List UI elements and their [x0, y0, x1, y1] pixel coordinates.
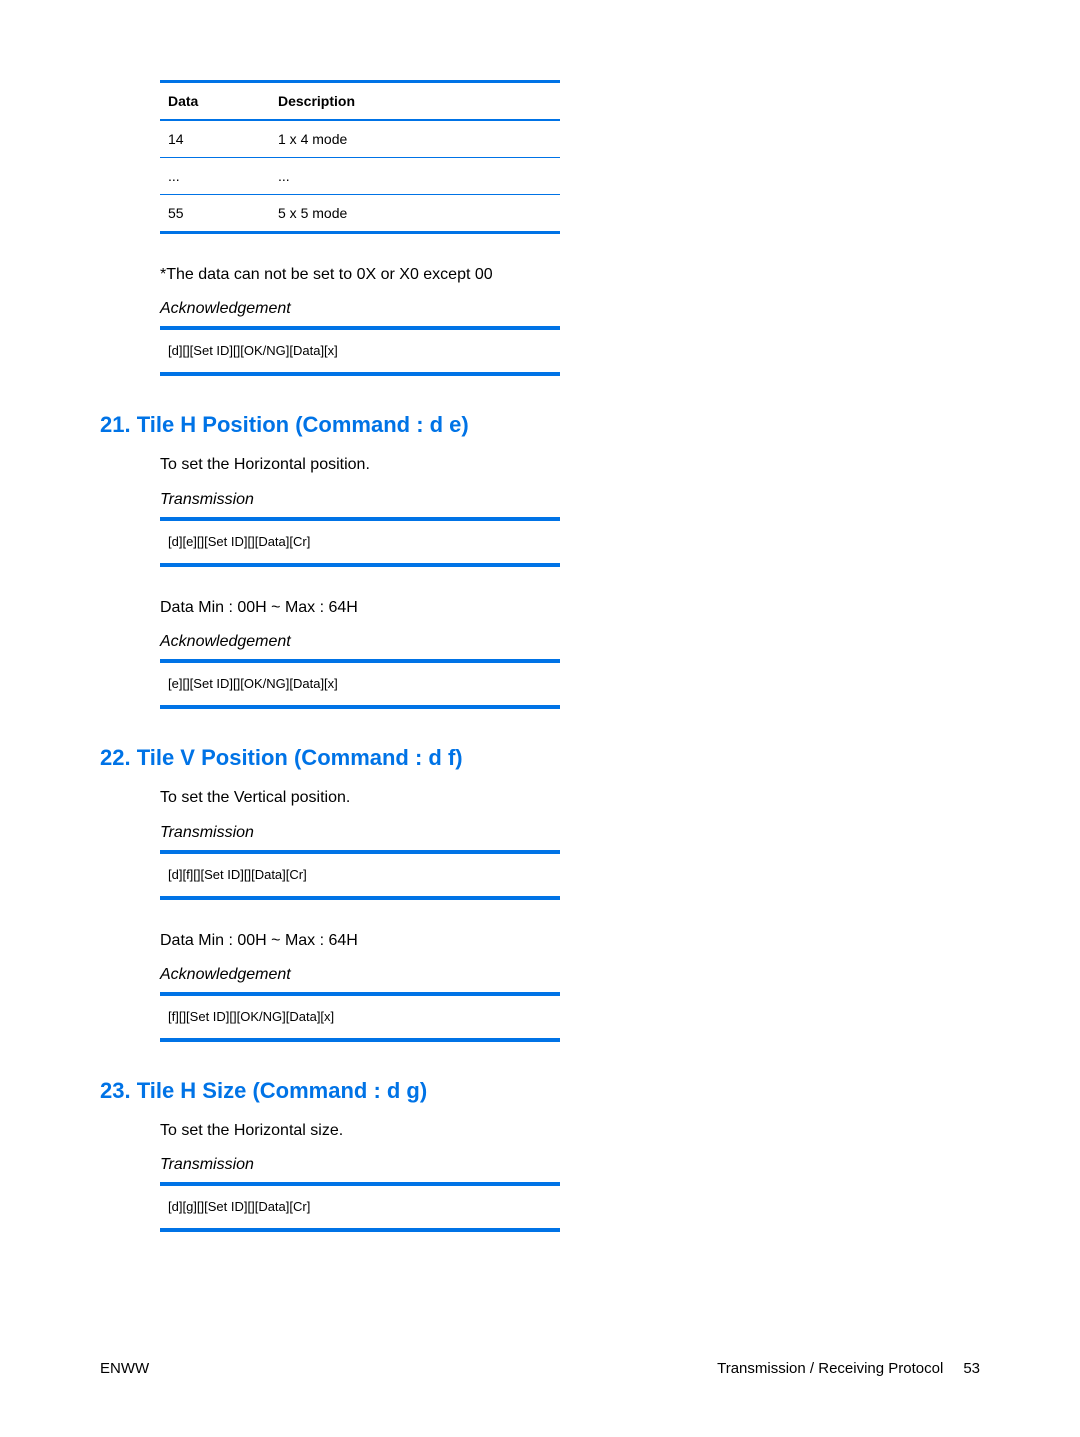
footer-left: ENWW	[100, 1360, 149, 1377]
section-heading-21: 21. Tile H Position (Command : d e)	[100, 412, 980, 438]
note-text: *The data can not be set to 0X or X0 exc…	[160, 264, 980, 286]
table-row: ... ...	[160, 158, 560, 195]
page-content: Data Description 14 1 x 4 mode ... ... 5…	[0, 0, 1080, 1232]
range-text: Data Min : 00H ~ Max : 64H	[160, 930, 980, 952]
table-cell: ...	[160, 158, 270, 195]
table-cell: 1 x 4 mode	[270, 120, 560, 158]
code-box: [d][e][][Set ID][][Data][Cr]	[160, 517, 560, 567]
code-box: [d][][Set ID][][OK/NG][Data][x]	[160, 326, 560, 376]
section-heading-22: 22. Tile V Position (Command : d f)	[100, 745, 980, 771]
trans-label: Transmission	[160, 1156, 980, 1174]
code-text: [d][g][][Set ID][][Data][Cr]	[168, 1199, 310, 1214]
code-text: [d][f][][Set ID][][Data][Cr]	[168, 867, 307, 882]
code-box: [f][][Set ID][][OK/NG][Data][x]	[160, 992, 560, 1042]
code-box: [d][f][][Set ID][][Data][Cr]	[160, 850, 560, 900]
range-text: Data Min : 00H ~ Max : 64H	[160, 597, 980, 619]
ack-label: Acknowledgement	[160, 300, 980, 318]
section-desc: To set the Horizontal position.	[160, 454, 980, 476]
ack-label: Acknowledgement	[160, 966, 980, 984]
ack-label: Acknowledgement	[160, 633, 980, 651]
page-footer: ENWW Transmission / Receiving Protocol 5…	[100, 1360, 980, 1377]
table-row: 14 1 x 4 mode	[160, 120, 560, 158]
section-desc: To set the Vertical position.	[160, 787, 980, 809]
table-cell: 14	[160, 120, 270, 158]
code-box: [d][g][][Set ID][][Data][Cr]	[160, 1182, 560, 1232]
page-number: 53	[963, 1360, 980, 1377]
section-heading-23: 23. Tile H Size (Command : d g)	[100, 1078, 980, 1104]
trans-label: Transmission	[160, 491, 980, 509]
table-cell: 5 x 5 mode	[270, 195, 560, 233]
code-text: [e][][Set ID][][OK/NG][Data][x]	[168, 676, 338, 691]
code-text: [d][][Set ID][][OK/NG][Data][x]	[168, 343, 338, 358]
footer-section-label: Transmission / Receiving Protocol	[717, 1360, 943, 1377]
section-desc: To set the Horizontal size.	[160, 1120, 980, 1142]
section-22-body: To set the Vertical position. Transmissi…	[160, 787, 980, 1042]
trans-label: Transmission	[160, 824, 980, 842]
code-box: [e][][Set ID][][OK/NG][Data][x]	[160, 659, 560, 709]
table-header-data: Data	[160, 82, 270, 121]
section-21-body: To set the Horizontal position. Transmis…	[160, 454, 980, 709]
table-cell: ...	[270, 158, 560, 195]
table-header-description: Description	[270, 82, 560, 121]
footer-right: Transmission / Receiving Protocol 53	[717, 1360, 980, 1377]
code-text: [f][][Set ID][][OK/NG][Data][x]	[168, 1009, 334, 1024]
content-block: Data Description 14 1 x 4 mode ... ... 5…	[160, 80, 980, 376]
section-23-body: To set the Horizontal size. Transmission…	[160, 1120, 980, 1232]
table-cell: 55	[160, 195, 270, 233]
data-description-table: Data Description 14 1 x 4 mode ... ... 5…	[160, 80, 560, 234]
code-text: [d][e][][Set ID][][Data][Cr]	[168, 534, 310, 549]
table-row: 55 5 x 5 mode	[160, 195, 560, 233]
